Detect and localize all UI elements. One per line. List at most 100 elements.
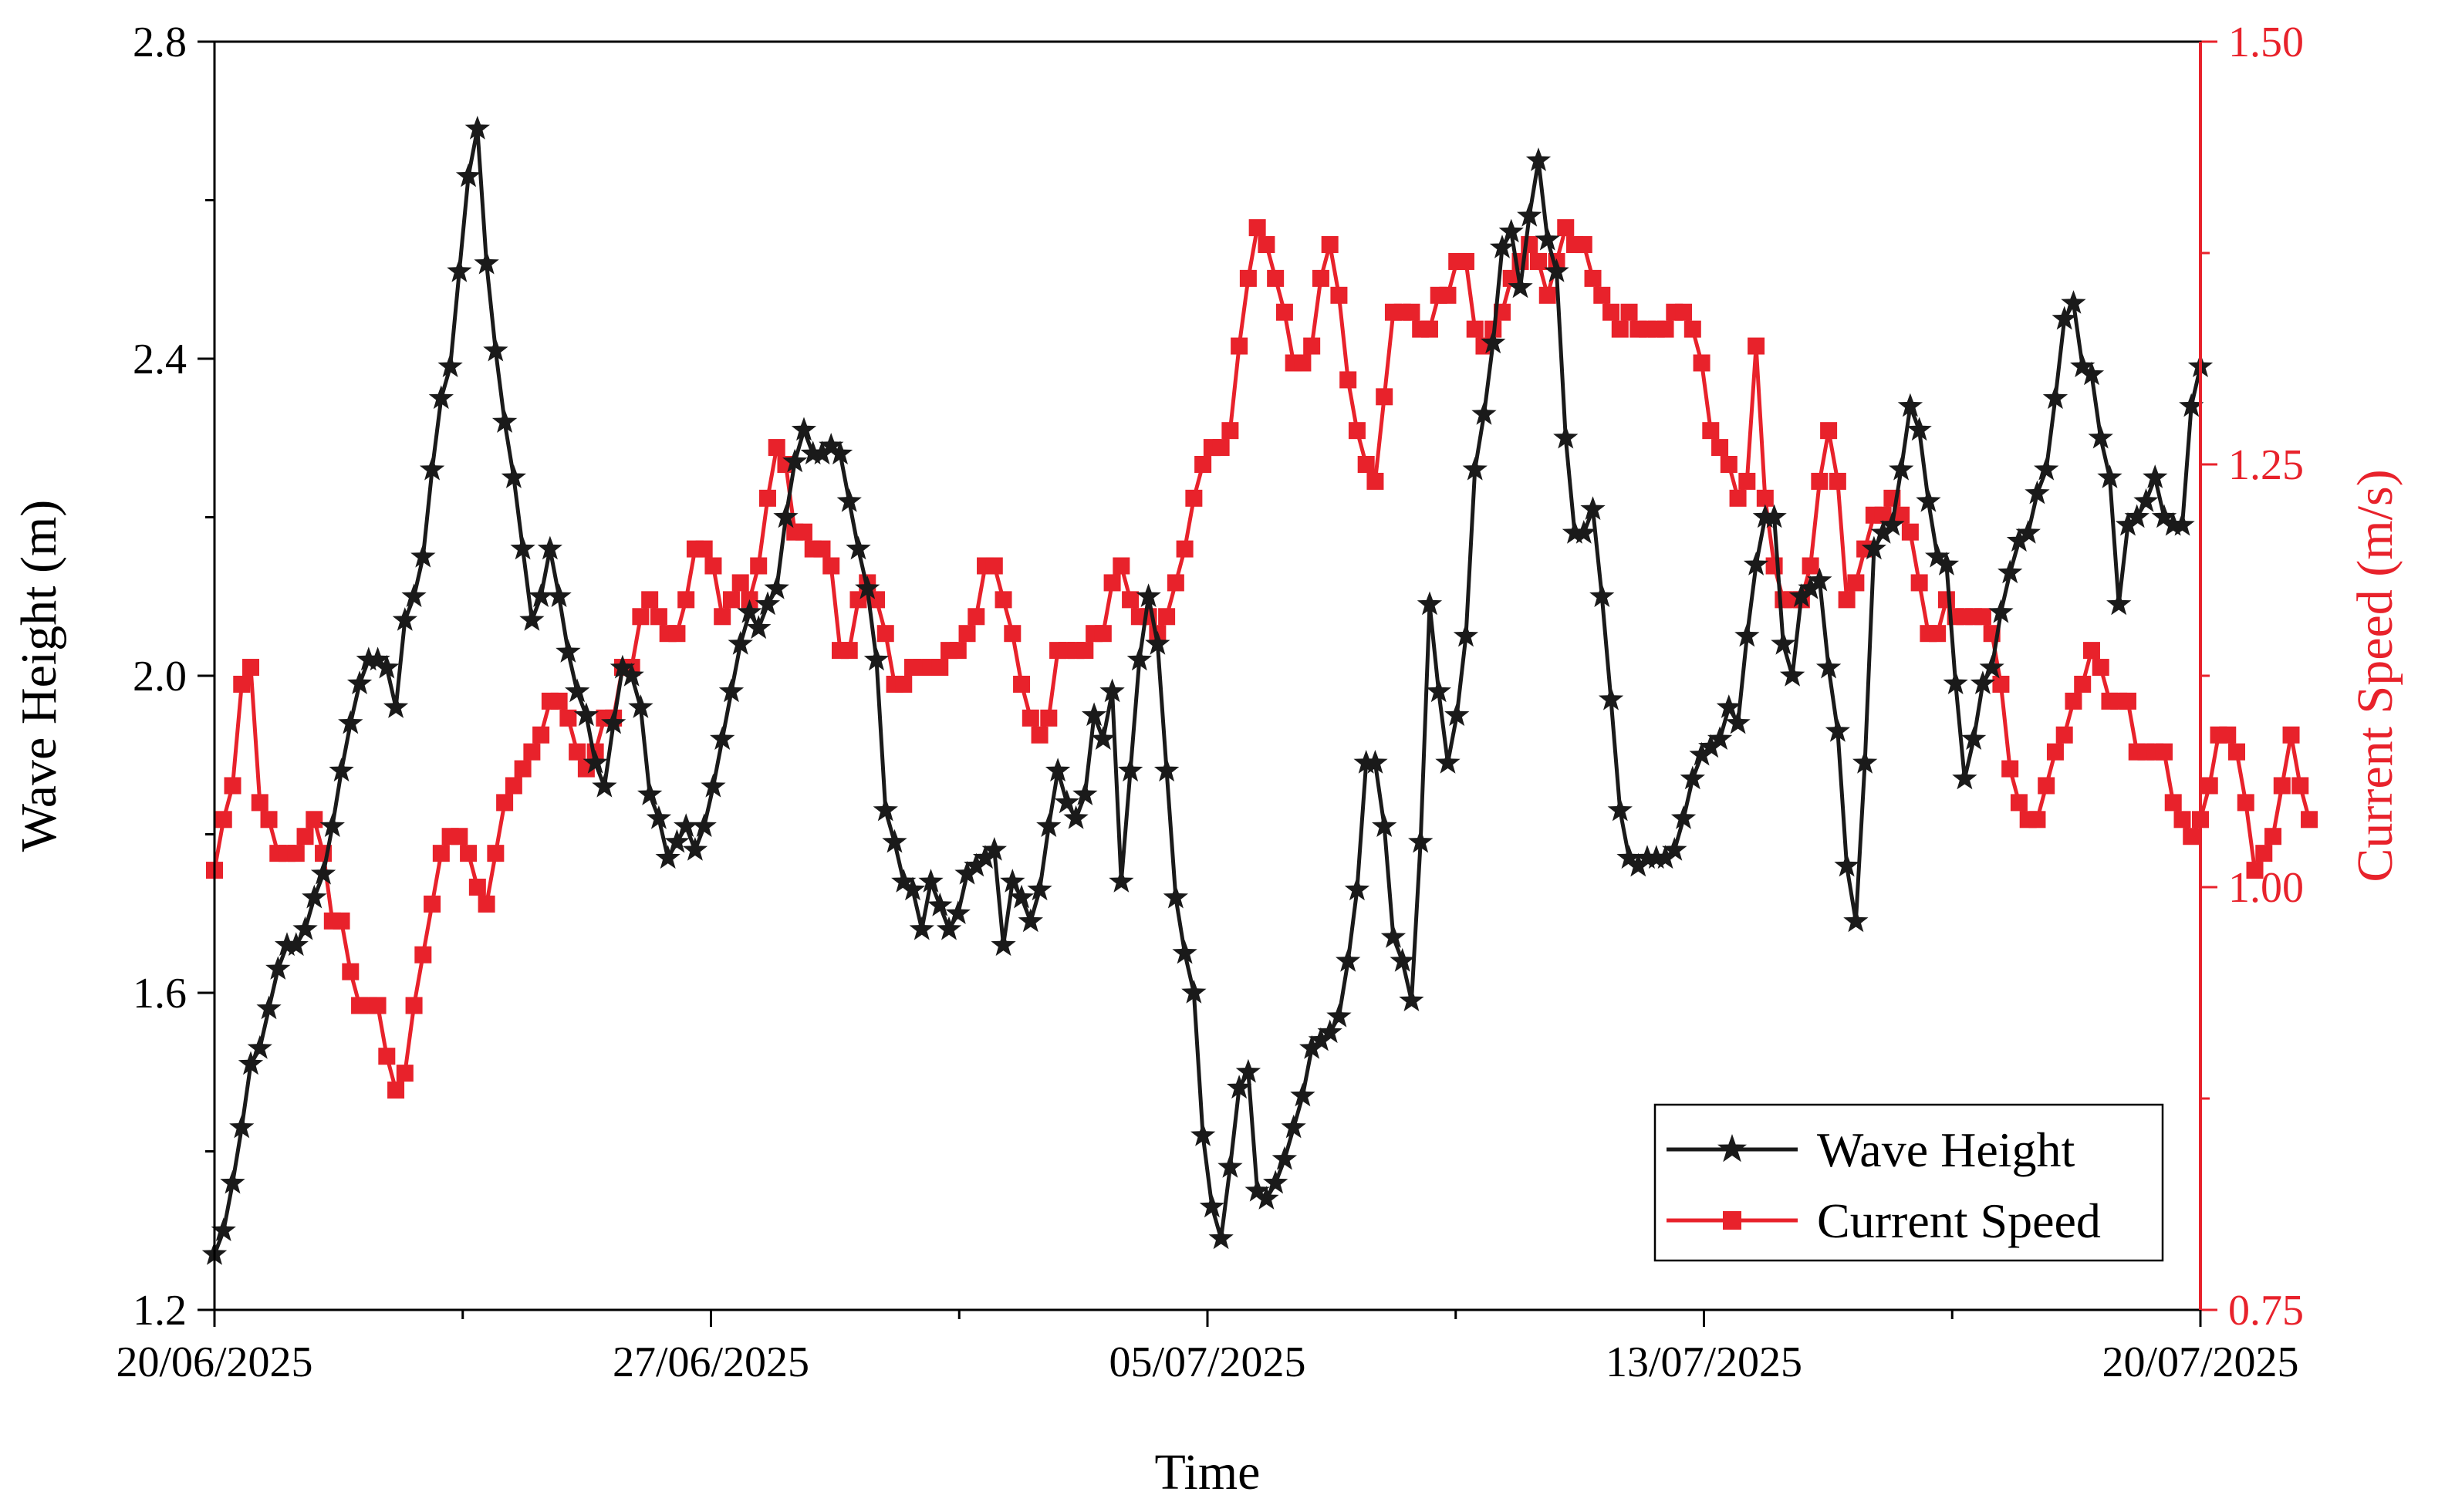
current-speed-point bbox=[251, 794, 268, 812]
legend-current-speed-square-icon bbox=[1723, 1211, 1741, 1230]
wave-height-point bbox=[565, 678, 590, 703]
current-speed-point bbox=[1720, 456, 1738, 473]
wave-height-point bbox=[2015, 520, 2041, 544]
current-speed-point bbox=[414, 946, 432, 964]
wave-height-point bbox=[782, 448, 808, 473]
current-speed-point bbox=[2291, 777, 2309, 795]
wave-height-point bbox=[891, 869, 917, 893]
current-speed-point bbox=[968, 608, 985, 626]
wave-height-point bbox=[537, 535, 562, 560]
wave-height-point bbox=[1861, 535, 1886, 560]
current-speed-point bbox=[2082, 642, 2100, 660]
wave-height-point bbox=[229, 1114, 255, 1139]
wave-height-point bbox=[1716, 694, 1741, 718]
wave-height-point bbox=[1353, 750, 1379, 774]
wave-height-point bbox=[592, 773, 617, 798]
wave-height-point bbox=[211, 1217, 236, 1241]
wave-height-point bbox=[1271, 1146, 1298, 1170]
current-speed-point bbox=[2074, 675, 2092, 693]
current-speed-point bbox=[2255, 845, 2273, 862]
current-speed-point bbox=[2092, 659, 2109, 677]
wave-height-point bbox=[1072, 781, 1098, 805]
wave-height-point bbox=[728, 630, 753, 655]
wave-height-point bbox=[1099, 678, 1125, 703]
legend-box bbox=[1653, 1103, 2164, 1262]
wave-height-point bbox=[1761, 504, 1787, 528]
wave-height-point bbox=[628, 694, 653, 718]
current-speed-point bbox=[306, 811, 323, 829]
wave-height-point bbox=[256, 995, 282, 1020]
current-speed-point bbox=[1348, 422, 1366, 440]
current-speed-point bbox=[632, 608, 650, 626]
wave-height-point bbox=[964, 852, 989, 877]
current-speed-point bbox=[1312, 269, 1329, 287]
wave-height-point bbox=[346, 670, 373, 694]
current-speed-point bbox=[1248, 219, 1266, 237]
current-speed-point bbox=[1611, 320, 1629, 338]
wave-height-point bbox=[1779, 663, 1805, 687]
current-speed-point bbox=[1937, 591, 1955, 609]
wave-height-point bbox=[1172, 940, 1197, 964]
wave-height-point bbox=[927, 893, 953, 916]
wave-height-point bbox=[1317, 1019, 1342, 1044]
current-speed-point bbox=[1656, 320, 1674, 338]
wave-height-point bbox=[1544, 258, 1569, 282]
current-speed-point bbox=[768, 439, 785, 457]
current-speed-point bbox=[1403, 303, 1420, 321]
x-tick-label: 13/07/2025 bbox=[1606, 1338, 1802, 1386]
current-speed-point bbox=[1729, 489, 1747, 507]
wave-height-point bbox=[392, 607, 417, 631]
left-y-tick-label: 2.8 bbox=[133, 19, 187, 66]
wave-height-point bbox=[292, 916, 318, 940]
wave-height-point bbox=[1045, 758, 1071, 782]
current-speed-point bbox=[1267, 269, 1285, 287]
wave-height-point bbox=[1653, 845, 1678, 869]
series-line bbox=[212, 127, 2203, 1255]
wave-height-point bbox=[674, 813, 699, 837]
wave-height-point bbox=[945, 900, 971, 924]
wave-height-point bbox=[546, 583, 572, 607]
wave-height-point bbox=[646, 805, 672, 829]
wave-height-point bbox=[1916, 488, 1941, 512]
current-speed-point bbox=[1765, 557, 1783, 575]
current-speed-point bbox=[287, 845, 305, 862]
current-speed-point bbox=[1040, 709, 1058, 727]
wave-height-point bbox=[1571, 520, 1596, 544]
wave-height-point bbox=[1471, 400, 1497, 425]
current-speed-point bbox=[468, 879, 486, 896]
wave-height-point bbox=[447, 258, 472, 282]
current-speed-point bbox=[1231, 337, 1248, 355]
x-tick-label: 05/07/2025 bbox=[1109, 1338, 1305, 1386]
wave-height-point bbox=[1163, 884, 1188, 909]
current-speed-point bbox=[714, 608, 731, 626]
current-speed-point bbox=[1811, 472, 1829, 490]
wave-height-point bbox=[1798, 575, 1823, 599]
current-speed-point bbox=[1893, 506, 1910, 524]
current-speed-point bbox=[1022, 709, 1039, 727]
wave-height-point bbox=[1643, 845, 1669, 869]
wave-height-point bbox=[1634, 845, 1660, 869]
wave-height-point bbox=[2006, 528, 2032, 552]
wave-height-point bbox=[755, 591, 781, 616]
wave-height-point bbox=[2115, 511, 2141, 536]
right-y-tick-label: 0.75 bbox=[2228, 1287, 2304, 1335]
wave-height-point bbox=[2170, 511, 2195, 536]
current-speed-point bbox=[722, 591, 740, 609]
wave-height-point bbox=[573, 702, 599, 727]
series-current-speed bbox=[206, 219, 2318, 1099]
current-speed-point bbox=[487, 845, 505, 862]
current-speed-point bbox=[1702, 422, 1720, 440]
wave-height-point bbox=[2143, 464, 2168, 488]
left-y-tick-label: 1.2 bbox=[133, 1287, 187, 1335]
wave-height-point bbox=[220, 1169, 245, 1194]
wave-height-point bbox=[1372, 813, 1397, 837]
wave-height-point bbox=[873, 797, 898, 822]
current-speed-point bbox=[2173, 811, 2191, 829]
wave-height-point bbox=[1725, 710, 1751, 734]
current-speed-point bbox=[668, 625, 686, 643]
wave-height-point bbox=[610, 654, 636, 679]
current-speed-point bbox=[1004, 625, 1022, 643]
wave-height-point bbox=[601, 710, 626, 734]
current-speed-point bbox=[2065, 692, 2082, 710]
